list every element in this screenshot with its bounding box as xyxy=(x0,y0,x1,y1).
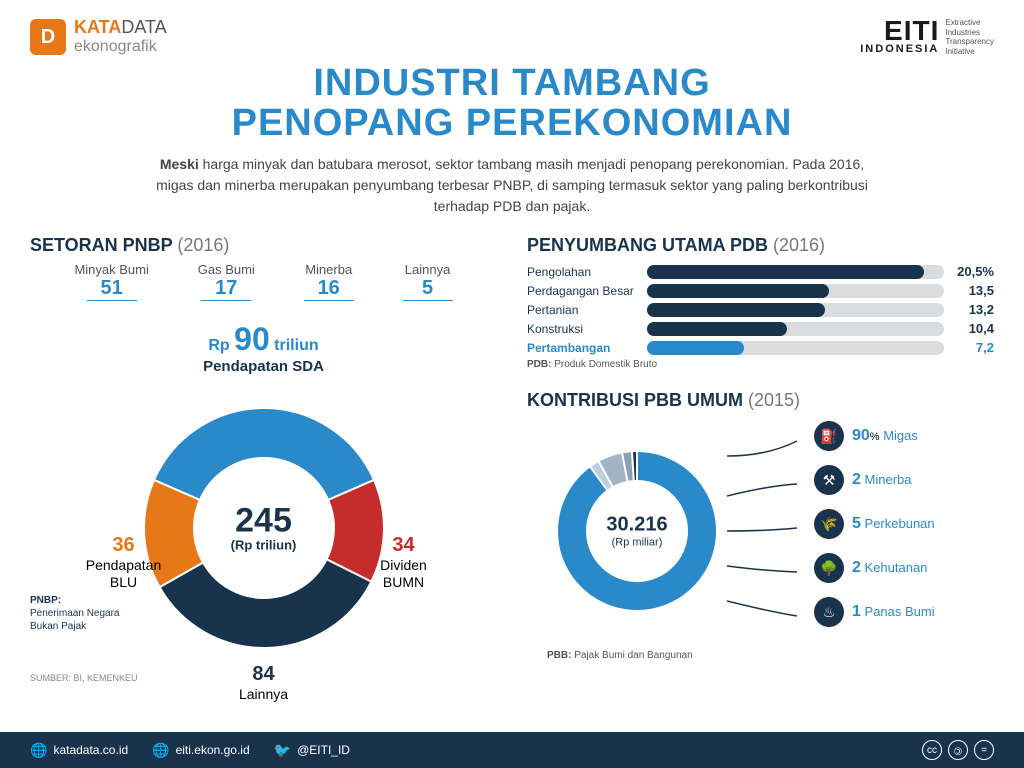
pbb-item-icon: ⚒ xyxy=(814,465,844,495)
footer-link[interactable]: 🌐katadata.co.id xyxy=(30,742,128,759)
pbb-item-icon: 🌾 xyxy=(814,509,844,539)
pnbp-sources-row: Minyak Bumi51 Gas Bumi17 Minerba16 Lainnya5 xyxy=(30,262,497,301)
header: D KATADATA ekonografik EITI INDONESIA Ex… xyxy=(0,0,1024,56)
brand-kata: KATA xyxy=(74,17,121,37)
eiti-description: Extractive Industries Transparency Initi… xyxy=(945,18,994,56)
pbb-item-icon: ⛽ xyxy=(814,421,844,451)
eiti-subtitle: INDONESIA xyxy=(860,43,939,55)
pbb-section: KONTRIBUSI PBB UMUM (2015) 30.216 (Rp mi… xyxy=(527,390,994,661)
eiti-title: EITI xyxy=(860,18,939,43)
source-note: SUMBER: BI, KEMENKEU xyxy=(30,673,138,683)
pnbp-donut-center: 245 (Rp triliun) xyxy=(231,504,297,553)
pnbp-label-lainnya: 84 Lainnya xyxy=(239,662,288,703)
pdb-bar-row: Pertanian13,2 xyxy=(527,302,994,317)
cc-badge-icon: cc xyxy=(922,740,942,760)
pbb-legend-item: ⚒2 Minerba xyxy=(814,465,994,495)
d-badge-icon: D xyxy=(30,19,66,55)
pdb-footnote: PDB: Produk Domestik Bruto xyxy=(527,359,994,370)
main-title-line2: PENOPANG PEREKONOMIAN xyxy=(0,104,1024,144)
globe-icon: 🌐 xyxy=(152,742,169,759)
pbb-donut-center: 30.216 (Rp miliar) xyxy=(606,514,667,549)
pbb-legend-item: ♨1 Panas Bumi xyxy=(814,597,994,627)
pnbp-label-blu: 36 PendapatanBLU xyxy=(79,533,169,591)
pbb-legend-item: ⛽90% Migas xyxy=(814,421,994,451)
pbb-item-icon: 🌳 xyxy=(814,553,844,583)
title-block: INDUSTRI TAMBANG PENOPANG PEREKONOMIAN M… xyxy=(0,64,1024,217)
pbb-donut-chart: 30.216 (Rp miliar) xyxy=(547,441,727,621)
pbb-legend: ⛽90% Migas ⚒2 Minerba 🌾5 Perkebunan 🌳2 Kehu… xyxy=(814,421,994,641)
pbb-legend-item: 🌾5 Perkebunan xyxy=(814,509,994,539)
pdb-bar-chart: Pengolahan20,5% Perdagangan Besar13,5 Pert… xyxy=(527,264,994,355)
logo-eiti: EITI INDONESIA Extractive Industries Tra… xyxy=(860,18,994,56)
pnbp-label-bumn: 34 DividenBUMN xyxy=(359,533,449,591)
pbb-item-icon: ♨ xyxy=(814,597,844,627)
globe-icon: 🐦 xyxy=(274,742,291,759)
pdb-bar-row: Konstruksi10,4 xyxy=(527,321,994,336)
main-title-line1: INDUSTRI TAMBANG xyxy=(0,64,1024,104)
cc-badge-icon: 🄯 xyxy=(948,740,968,760)
pnbp-total-sda: Rp 90 triliun Pendapatan SDA xyxy=(30,321,497,375)
pdb-section: PENYUMBANG UTAMA PDB (2016) Pengolahan20… xyxy=(527,235,994,370)
pnbp-source-item: Lainnya5 xyxy=(403,262,453,301)
pbb-connectors xyxy=(727,436,817,646)
pnbp-donut-chart: 245 (Rp triliun) 36 PendapatanBLU 34 Div… xyxy=(119,383,409,673)
pbb-heading: KONTRIBUSI PBB UMUM (2015) xyxy=(527,390,994,411)
pdb-bar-row: Pengolahan20,5% xyxy=(527,264,994,279)
pnbp-heading: SETORAN PNBP (2016) xyxy=(30,235,497,256)
logo-katadata: D KATADATA ekonografik xyxy=(30,18,167,56)
footer-link[interactable]: 🐦@EITI_ID xyxy=(274,742,350,759)
footer-link[interactable]: 🌐eiti.ekon.go.id xyxy=(152,742,250,759)
pdb-bar-row: Pertambangan7,2 xyxy=(527,340,994,355)
subtitle: Meski harga minyak dan batubara merosot,… xyxy=(152,154,872,217)
pnbp-source-item: Gas Bumi17 xyxy=(198,262,255,301)
globe-icon: 🌐 xyxy=(30,742,47,759)
pbb-footnote: PBB: Pajak Bumi dan Bangunan xyxy=(547,650,693,661)
pnbp-section: SETORAN PNBP (2016) Minyak Bumi51 Gas Bum… xyxy=(30,235,497,673)
pnbp-footnote: PNBP: Penerimaan NegaraBukan Pajak xyxy=(30,594,120,633)
cc-badges: cc 🄯 = xyxy=(922,740,994,760)
cc-badge-icon: = xyxy=(974,740,994,760)
brand-ekono: ekonografik xyxy=(74,38,167,56)
pbb-legend-item: 🌳2 Kehutanan xyxy=(814,553,994,583)
pdb-heading: PENYUMBANG UTAMA PDB (2016) xyxy=(527,235,994,256)
footer: 🌐katadata.co.id 🌐eiti.ekon.go.id 🐦@EITI_ID… xyxy=(0,732,1024,768)
pnbp-source-item: Minerba16 xyxy=(304,262,354,301)
pdb-bar-row: Perdagangan Besar13,5 xyxy=(527,283,994,298)
brand-data: DATA xyxy=(121,17,166,37)
pnbp-source-item: Minyak Bumi51 xyxy=(74,262,148,301)
